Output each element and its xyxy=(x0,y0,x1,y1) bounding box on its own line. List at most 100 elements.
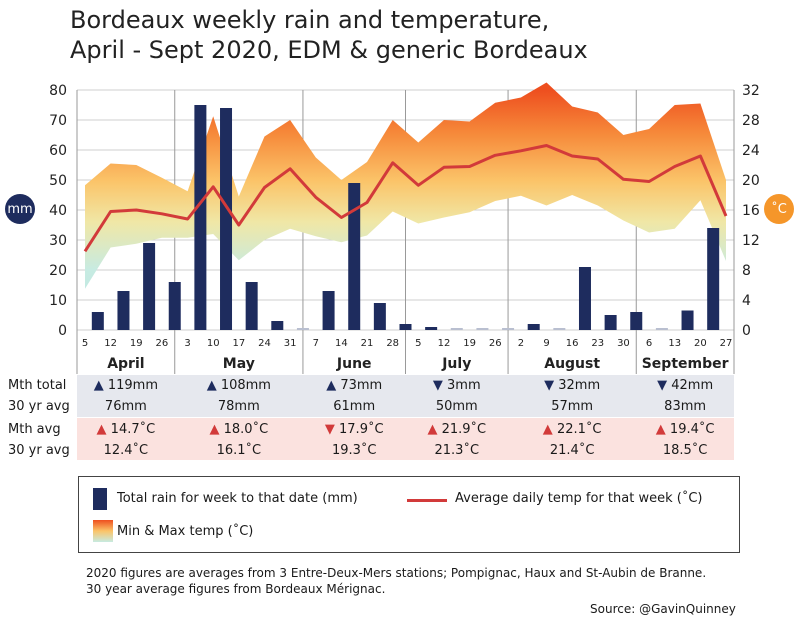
right-tick-label: 24 xyxy=(742,143,760,159)
rain-bar xyxy=(527,324,540,330)
footnote-line-2: 30 year average figures from Bordeaux Mé… xyxy=(86,582,386,596)
cell-value: 32mm xyxy=(558,378,601,393)
table-cell: ▲ 119mm xyxy=(77,378,175,393)
rain-bar xyxy=(348,183,361,330)
avg-temp-line xyxy=(83,144,728,253)
rain-bar xyxy=(655,328,668,330)
rain-30yr-row: 30 yr avg 76mm 78mm 61mm 50mm 57mm 83mm xyxy=(0,396,800,417)
x-tick-label: 26 xyxy=(489,338,502,349)
table-cell: ▲ 21.9˚C xyxy=(406,422,509,437)
rain-bar xyxy=(578,267,591,330)
rain-bar xyxy=(168,282,181,330)
month-label: June xyxy=(336,356,372,372)
x-tick-label: 17 xyxy=(232,338,245,349)
up-arrow-icon: ▲ xyxy=(206,378,221,393)
right-tick-label: 4 xyxy=(742,293,751,309)
cell-value: 119mm xyxy=(107,378,158,393)
month-label: September xyxy=(642,356,729,372)
right-tick-label: 8 xyxy=(742,263,751,279)
table-cell: 19.3˚C xyxy=(331,443,377,458)
x-tick-label: 21 xyxy=(361,338,374,349)
rain-bar xyxy=(143,243,156,330)
x-tick-label: 26 xyxy=(156,338,169,349)
x-tick-label: 31 xyxy=(284,338,297,349)
table-cell: 16.1˚C xyxy=(216,443,262,458)
x-tick-label: 16 xyxy=(566,338,579,349)
right-tick-label: 28 xyxy=(742,113,760,129)
table-cell: 61mm xyxy=(333,399,376,414)
up-arrow-icon: ▲ xyxy=(209,422,224,437)
rain-bar xyxy=(296,328,309,330)
table-cell: ▼ 17.9˚C xyxy=(303,422,406,437)
month-label: May xyxy=(223,356,255,372)
right-tick-label: 16 xyxy=(742,203,760,219)
table-cell: ▲ 18.0˚C xyxy=(175,422,303,437)
footnote-line-1: 2020 figures are averages from 3 Entre-D… xyxy=(86,566,707,580)
temp-band xyxy=(77,418,734,460)
up-arrow-icon: ▲ xyxy=(96,422,111,437)
x-tick-label: 30 xyxy=(617,338,630,349)
rain-bar xyxy=(245,282,258,330)
up-arrow-icon: ▲ xyxy=(326,378,341,393)
x-tick-label: 19 xyxy=(463,338,476,349)
x-tick-label: 23 xyxy=(591,338,604,349)
x-tick-label: 12 xyxy=(438,338,451,349)
x-tick-label: 13 xyxy=(668,338,681,349)
x-tick-label: 9 xyxy=(543,338,549,349)
legend-range-swatch xyxy=(93,520,113,542)
right-tick-label: 12 xyxy=(742,233,760,249)
rain-month-total-row: Mth total ▲ 119mm ▲ 108mm ▲ 73mm ▼ 3mm ▼ 32m… xyxy=(0,375,800,396)
month-label: August xyxy=(544,356,600,372)
x-tick-label: 2 xyxy=(518,338,524,349)
rain-bar xyxy=(117,291,130,330)
right-tick-label: 0 xyxy=(742,323,751,339)
rain-bar xyxy=(553,328,566,330)
cell-value: 14.7˚C xyxy=(110,422,156,437)
left-tick-label: 10 xyxy=(49,293,67,309)
table-cell: ▲ 22.1˚C xyxy=(508,422,636,437)
cell-value: 22.1˚C xyxy=(556,422,602,437)
rain-bar xyxy=(91,312,104,330)
x-tick-label: 3 xyxy=(184,338,190,349)
rain-bar xyxy=(399,324,412,330)
rain-bar xyxy=(322,291,335,330)
row-label: 30 yr avg xyxy=(8,443,70,458)
legend-range-label: Min & Max temp (˚C) xyxy=(117,524,254,539)
month-label: April xyxy=(107,356,144,372)
down-arrow-icon: ▼ xyxy=(324,422,340,437)
x-tick-label: 28 xyxy=(386,338,399,349)
x-tick-label: 5 xyxy=(82,338,88,349)
mm-axis-badge: mm xyxy=(5,194,35,224)
rain-bar xyxy=(630,312,643,330)
rain-bar xyxy=(271,321,284,330)
cell-value: 3mm xyxy=(447,378,481,393)
rain-bar xyxy=(681,310,694,330)
rain-bar xyxy=(220,108,233,330)
rain-bar xyxy=(450,328,463,330)
up-arrow-icon: ▲ xyxy=(655,422,670,437)
table-cell: ▲ 108mm xyxy=(175,378,303,393)
rain-bar xyxy=(476,328,489,330)
temp-30yr-row: 30 yr avg 12.4˚C 16.1˚C 19.3˚C 21.3˚C 21.4˚C… xyxy=(0,440,800,461)
x-tick-label: 7 xyxy=(313,338,319,349)
legend: Total rain for week to that date (mm) Av… xyxy=(78,476,740,553)
temp-month-avg-row: Mth avg ▲ 14.7˚C ▲ 18.0˚C ▼ 17.9˚C ▲ 21.9˚C… xyxy=(0,419,800,440)
up-arrow-icon: ▲ xyxy=(427,422,442,437)
rain-bar xyxy=(604,315,617,330)
x-tick-label: 19 xyxy=(130,338,143,349)
table-cell: 57mm xyxy=(551,399,594,414)
cell-value: 108mm xyxy=(220,378,271,393)
x-tick-label: 12 xyxy=(104,338,117,349)
source-credit: Source: @GavinQuinney xyxy=(590,602,736,616)
row-label: 30 yr avg xyxy=(8,399,70,414)
cell-value: 19.4˚C xyxy=(669,422,715,437)
x-tick-label: 5 xyxy=(415,338,421,349)
legend-line-swatch xyxy=(407,499,447,502)
x-tick-label: 6 xyxy=(646,338,652,349)
cell-value: 17.9˚C xyxy=(339,422,384,437)
table-cell: 12.4˚C xyxy=(103,443,149,458)
table-cell: ▼ 32mm xyxy=(508,378,636,393)
legend-line-label: Average daily temp for that week (˚C) xyxy=(455,491,703,506)
table-cell: 21.4˚C xyxy=(549,443,595,458)
